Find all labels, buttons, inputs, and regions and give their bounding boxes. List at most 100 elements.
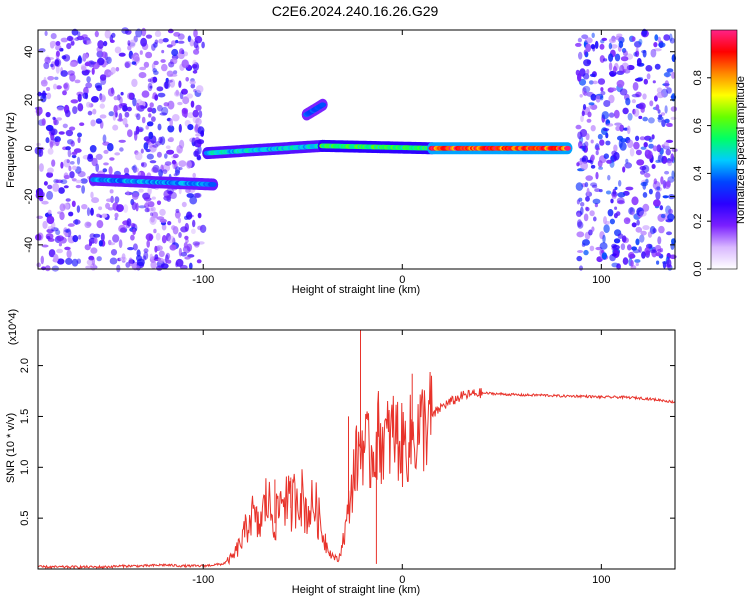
- heatmap-cell: [137, 171, 141, 176]
- heatmap-cell: [167, 125, 175, 133]
- heatmap-cell: [580, 161, 588, 171]
- heatmap-cell: [89, 145, 97, 153]
- heatmap-cell: [201, 41, 205, 49]
- heatmap-cell: [150, 212, 154, 217]
- heatmap-cell: [83, 53, 89, 59]
- heatmap-cell: [588, 102, 595, 106]
- heatmap-cell: [143, 197, 152, 202]
- heatmap-cell: [136, 249, 141, 257]
- heatmap-cell: [52, 182, 60, 192]
- heatmap-cell: [611, 194, 617, 199]
- heatmap-cell: [47, 76, 55, 81]
- heatmap-cell: [635, 262, 639, 267]
- spectrogram-x-label: Height of straight line (km): [292, 284, 420, 296]
- spectrogram-cells: [34, 27, 678, 273]
- heatmap-cell: [84, 62, 91, 67]
- heatmap-cell: [659, 205, 664, 211]
- heatmap-cell: [667, 213, 675, 222]
- heatmap-cell: [127, 129, 133, 138]
- heatmap-cell: [595, 95, 601, 103]
- heatmap-cell: [647, 231, 653, 238]
- heatmap-cell: [193, 49, 200, 55]
- heatmap-cell: [159, 208, 166, 216]
- heatmap-cell: [71, 178, 77, 182]
- heatmap-cell: [64, 246, 71, 250]
- heatmap-cell: [151, 116, 156, 122]
- heatmap-cell: [131, 61, 137, 65]
- heatmap-cell: [167, 221, 172, 226]
- heatmap-cell: [614, 53, 621, 62]
- heatmap-cell: [68, 211, 74, 217]
- heatmap-cell: [658, 225, 665, 234]
- heatmap-cell: [102, 134, 107, 143]
- heatmap-cell: [171, 40, 176, 47]
- heatmap-cell: [617, 200, 625, 205]
- heatmap-cell: [105, 202, 111, 209]
- heatmap-cell: [664, 105, 668, 114]
- heatmap-cell: [41, 244, 49, 248]
- heatmap-cell: [147, 186, 152, 196]
- heatmap-cell: [189, 196, 198, 205]
- heatmap-cell: [665, 148, 671, 156]
- heatmap-cell: [642, 203, 650, 212]
- heatmap-cell: [40, 79, 48, 87]
- heatmap-cell: [614, 206, 618, 210]
- heatmap-cell: [591, 32, 595, 38]
- heatmap-cell: [129, 39, 136, 48]
- heatmap-cell: [84, 69, 91, 74]
- heatmap-cell: [175, 258, 184, 267]
- heatmap-cell: [158, 250, 165, 258]
- heatmap-cell: [652, 145, 658, 152]
- heatmap-cell: [118, 239, 123, 249]
- heatmap-cell: [85, 40, 92, 45]
- heatmap-cell: [85, 82, 93, 89]
- heatmap-cell: [640, 170, 646, 175]
- heatmap-cell: [131, 53, 139, 62]
- heatmap-cell: [172, 226, 179, 235]
- heatmap-cell: [115, 67, 120, 72]
- heatmap-cell: [149, 102, 154, 108]
- heatmap-cell: [42, 220, 48, 229]
- heatmap-cell: [192, 172, 196, 178]
- heatmap-cell: [55, 65, 60, 74]
- heatmap-cell: [159, 112, 168, 116]
- heatmap-cell: [118, 52, 126, 57]
- heatmap-cell: [583, 49, 587, 56]
- heatmap-cell: [70, 140, 75, 147]
- heatmap-cell: [149, 160, 157, 164]
- heatmap-cell: [54, 58, 62, 67]
- heatmap-cell: [108, 166, 113, 175]
- x-tick-label: 100: [592, 274, 610, 286]
- heatmap-cell: [103, 149, 109, 154]
- heatmap-cell: [72, 235, 79, 243]
- heatmap-cell: [655, 252, 662, 257]
- heatmap-cell: [136, 113, 141, 121]
- heatmap-cell: [664, 118, 670, 124]
- heatmap-cell: [76, 258, 82, 264]
- heatmap-cell: [156, 200, 162, 206]
- heatmap-cell: [663, 72, 672, 78]
- heatmap-cell: [588, 80, 594, 85]
- heatmap-cell: [47, 209, 52, 215]
- heatmap-cell: [69, 126, 76, 131]
- heatmap-cell: [639, 234, 645, 243]
- heatmap-cell: [582, 104, 587, 110]
- heatmap-cell: [103, 162, 109, 166]
- heatmap-cell: [163, 190, 171, 199]
- heatmap-cell: [71, 154, 77, 159]
- heatmap-cell: [126, 190, 130, 196]
- heatmap-cell: [120, 91, 124, 96]
- heatmap-cell: [47, 148, 54, 155]
- heatmap-cell: [65, 198, 71, 202]
- heatmap-cell: [187, 124, 194, 131]
- heatmap-cell: [638, 115, 643, 120]
- heatmap-cell: [178, 123, 182, 133]
- heatmap-cell: [620, 243, 626, 251]
- heatmap-cell: [616, 79, 625, 88]
- heatmap-cell: [82, 92, 88, 99]
- heatmap-cell: [575, 182, 584, 191]
- heatmap-cell: [173, 173, 178, 177]
- heatmap-cell: [588, 105, 592, 110]
- heatmap-cell: [576, 212, 581, 217]
- heatmap-cell: [651, 134, 655, 140]
